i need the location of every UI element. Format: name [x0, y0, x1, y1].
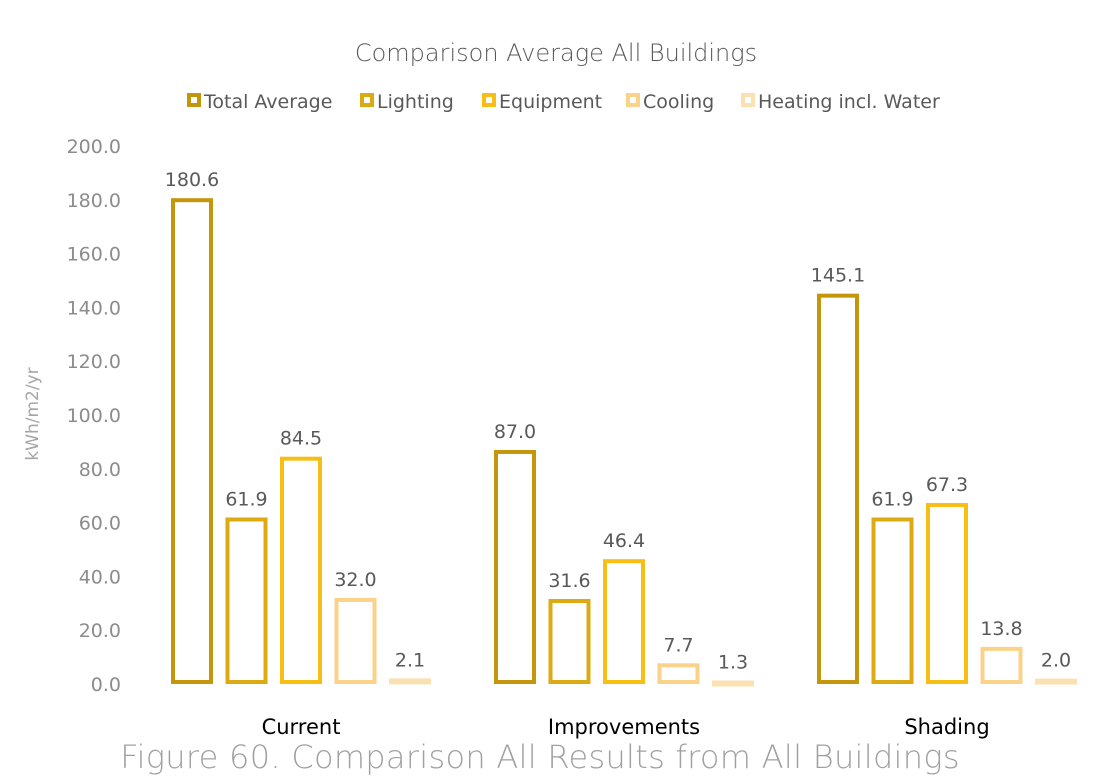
data-label: 61.9	[871, 488, 913, 510]
legend-label: Equipment	[499, 91, 602, 113]
bar-lighting-current	[225, 517, 268, 685]
legend-item-total-average: Total Average	[187, 91, 332, 113]
legend-item-cooling: Cooling	[626, 91, 714, 113]
figure-caption: Figure 60. Comparison All Results from A…	[120, 738, 960, 776]
bars: 180.6 61.9 84.5 32.0 2.1 87.0 31.6 46.4 7.7 1.3 14…	[165, 169, 1077, 687]
bar-chart: Comparison Average All Buildings Total A…	[23, 39, 1077, 739]
y-tick-label: 80.0	[79, 459, 121, 481]
bar-total-average-shading	[817, 293, 859, 684]
legend-swatch	[360, 93, 374, 107]
legend-swatch	[482, 93, 496, 107]
legend-label: Total Average	[203, 91, 332, 113]
data-label: 67.3	[926, 474, 968, 496]
category-label-shading: Shading	[904, 715, 989, 739]
y-tick-label: 100.0	[67, 405, 121, 427]
category-label-current: Current	[262, 715, 341, 739]
bar-equipment-shading	[926, 502, 968, 685]
chart-title: Comparison Average All Buildings	[355, 39, 757, 67]
bar-cooling-current	[334, 597, 377, 684]
y-tick-label: 160.0	[67, 244, 121, 266]
y-tick-label: 180.0	[67, 190, 121, 212]
data-label: 7.7	[663, 634, 693, 656]
y-tick-label: 60.0	[79, 513, 121, 535]
bar-total-average-improvements	[494, 449, 536, 684]
bar-lighting-improvements	[548, 598, 591, 684]
data-label: 84.5	[280, 428, 322, 450]
data-label: 61.9	[225, 488, 267, 510]
category-labels: Current Improvements Shading	[262, 715, 990, 739]
bar-heating-incl-water-current	[389, 678, 431, 685]
data-label: 145.1	[811, 265, 865, 287]
legend: Total Average Lighting Equipment Cooling Hea…	[187, 91, 940, 113]
bar-equipment-improvements	[603, 559, 645, 685]
y-axis: 0.0 20.0 40.0 60.0 80.0 100.0 120.0 140.0 160.0 1…	[67, 136, 121, 696]
legend-swatch	[626, 93, 640, 107]
legend-label: Cooling	[643, 91, 714, 113]
legend-item-lighting: Lighting	[360, 91, 454, 113]
data-label: 46.4	[603, 530, 645, 552]
bar-equipment-current	[280, 456, 322, 684]
y-tick-label: 40.0	[79, 566, 121, 588]
data-label: 1.3	[718, 652, 748, 674]
legend-swatch	[741, 93, 755, 107]
data-label: 32.0	[334, 569, 376, 591]
bar-heating-incl-water-shading	[1035, 678, 1077, 685]
data-label: 31.6	[548, 570, 590, 592]
y-tick-label: 140.0	[67, 297, 121, 319]
bar-lighting-shading	[871, 517, 914, 685]
bar-cooling-shading	[980, 646, 1023, 684]
data-label: 2.0	[1041, 650, 1071, 672]
bar-cooling-improvements	[657, 663, 700, 684]
data-label: 13.8	[980, 618, 1022, 640]
data-label: 2.1	[395, 649, 425, 671]
category-label-improvements: Improvements	[548, 715, 700, 739]
y-tick-label: 20.0	[79, 620, 121, 642]
legend-item-heating-incl-water: Heating incl. Water	[741, 91, 940, 113]
bar-total-average-current	[171, 198, 213, 684]
y-tick-label: 120.0	[67, 351, 121, 373]
y-tick-label: 200.0	[67, 136, 121, 158]
legend-item-equipment: Equipment	[482, 91, 602, 113]
y-axis-label: kWh/m2/yr	[23, 367, 43, 460]
legend-label: Heating incl. Water	[758, 91, 940, 113]
data-label: 87.0	[494, 421, 536, 443]
legend-swatch	[187, 93, 201, 107]
bar-heating-incl-water-improvements	[712, 680, 754, 687]
legend-label: Lighting	[377, 91, 454, 113]
y-tick-label: 0.0	[91, 674, 121, 696]
data-label: 180.6	[165, 169, 219, 191]
